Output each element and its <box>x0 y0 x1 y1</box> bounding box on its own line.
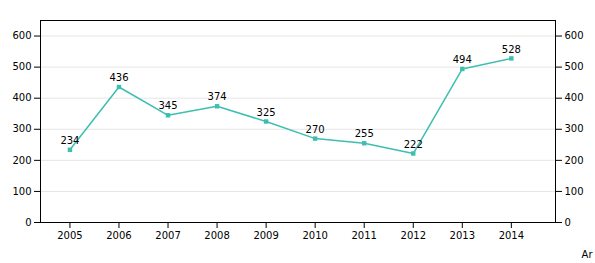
svg-text:2005: 2005 <box>57 230 82 241</box>
svg-text:2010: 2010 <box>302 230 327 241</box>
svg-text:500: 500 <box>12 61 31 72</box>
svg-text:400: 400 <box>565 92 584 103</box>
svg-text:600: 600 <box>565 30 584 41</box>
svg-text:100: 100 <box>565 186 584 197</box>
svg-text:436: 436 <box>109 72 128 83</box>
svg-text:222: 222 <box>404 139 423 150</box>
svg-text:100: 100 <box>12 186 31 197</box>
svg-text:2013: 2013 <box>450 230 475 241</box>
svg-text:200: 200 <box>565 155 584 166</box>
svg-text:2014: 2014 <box>499 230 524 241</box>
svg-text:325: 325 <box>257 107 276 118</box>
svg-text:0: 0 <box>565 217 571 228</box>
svg-text:374: 374 <box>208 91 227 102</box>
svg-text:Ar: Ar <box>582 249 594 260</box>
svg-text:270: 270 <box>306 124 325 135</box>
svg-text:2012: 2012 <box>401 230 426 241</box>
svg-text:234: 234 <box>60 135 79 146</box>
svg-text:600: 600 <box>12 30 31 41</box>
svg-text:200: 200 <box>12 155 31 166</box>
svg-text:255: 255 <box>355 128 374 139</box>
svg-text:345: 345 <box>158 100 177 111</box>
svg-text:2007: 2007 <box>155 230 180 241</box>
svg-text:528: 528 <box>502 44 521 55</box>
svg-text:2008: 2008 <box>204 230 229 241</box>
svg-text:400: 400 <box>12 92 31 103</box>
svg-text:300: 300 <box>12 123 31 134</box>
svg-text:2011: 2011 <box>351 230 376 241</box>
svg-text:300: 300 <box>565 123 584 134</box>
svg-text:2006: 2006 <box>106 230 131 241</box>
svg-text:494: 494 <box>453 54 472 65</box>
svg-text:0: 0 <box>25 217 31 228</box>
svg-text:500: 500 <box>565 61 584 72</box>
svg-text:2009: 2009 <box>253 230 278 241</box>
